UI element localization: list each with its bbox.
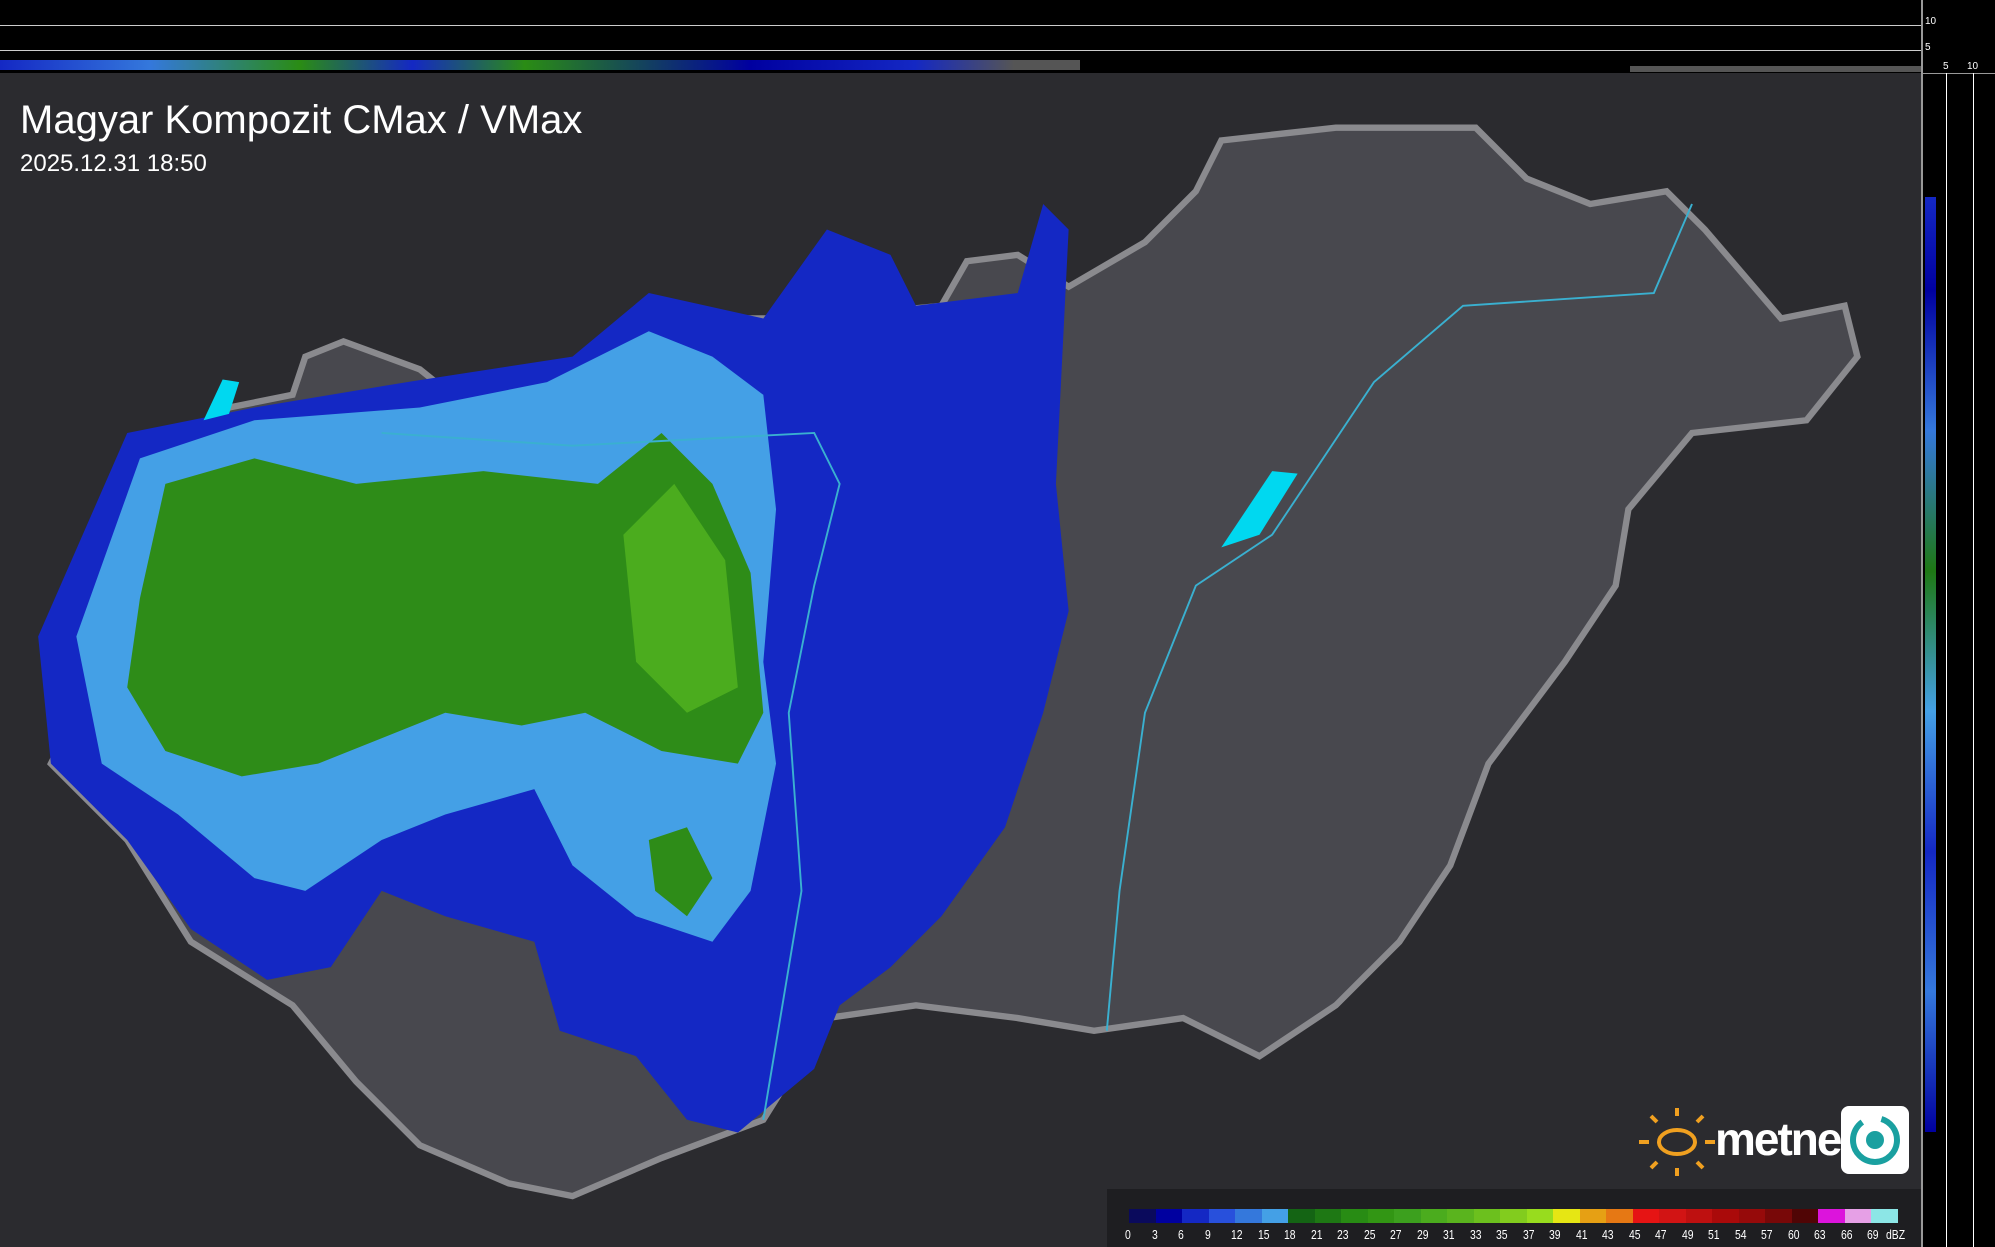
legend-swatch (1765, 1209, 1792, 1223)
legend-swatch (1659, 1209, 1686, 1223)
legend-label: 15 (1257, 1227, 1270, 1242)
legend-label: 49 (1681, 1227, 1694, 1242)
legend-swatch (1314, 1209, 1342, 1223)
metnet-logo: metnet (1635, 1104, 1910, 1178)
legend-label: 33 (1469, 1227, 1482, 1242)
legend-swatch (1208, 1209, 1236, 1223)
legend-label: 12 (1231, 1227, 1243, 1242)
river-tisza (1105, 203, 1693, 1031)
map-title: Magyar Kompozit CMax / VMax (20, 98, 583, 142)
legend-label: 31 (1443, 1227, 1455, 1242)
legend-swatch (1844, 1209, 1872, 1223)
legend-swatch (1606, 1209, 1633, 1223)
right-axis-tick: 10 (1967, 61, 1979, 72)
legend-label: 18 (1284, 1227, 1296, 1242)
logo-text: metnet (1715, 1113, 1856, 1165)
legend-label: 35 (1496, 1227, 1508, 1242)
legend-label: 27 (1390, 1227, 1402, 1242)
legend-label: 51 (1708, 1227, 1720, 1242)
legend-label: 25 (1363, 1227, 1376, 1242)
legend-unit: dBZ (1885, 1227, 1905, 1242)
legend-swatch (1420, 1209, 1448, 1223)
legend-swatch (1526, 1209, 1554, 1223)
legend-label: 3 (1151, 1227, 1158, 1242)
legend-swatch (1871, 1209, 1898, 1223)
legend-swatch (1553, 1209, 1580, 1223)
legend-swatch (1341, 1209, 1368, 1223)
legend-swatch (1129, 1209, 1156, 1223)
legend-label: 29 (1416, 1227, 1429, 1242)
rain-heavy (127, 432, 764, 777)
right-axis-tick: 5 (1943, 61, 1949, 72)
lake-neusiedl (203, 379, 240, 421)
legend-swatch (1500, 1209, 1527, 1223)
legend-label: 37 (1522, 1227, 1535, 1242)
legend-swatch (1182, 1209, 1209, 1223)
legend-label: 45 (1628, 1227, 1641, 1242)
top-axis-tick: 10 (1925, 16, 1937, 27)
legend-swatch (1447, 1209, 1474, 1223)
legend-swatch (1579, 1209, 1607, 1223)
legend-swatch (1261, 1209, 1289, 1223)
legend-label: 60 (1787, 1227, 1800, 1242)
top-cross-section-strip (0, 0, 1921, 73)
legend-label: 57 (1761, 1227, 1773, 1242)
legend-label: 47 (1655, 1227, 1667, 1242)
right-cross-section-strip (1921, 0, 1995, 1247)
legend-label: 66 (1840, 1227, 1853, 1242)
legend-swatch (1712, 1209, 1739, 1223)
map-timestamp: 2025.12.31 18:50 (20, 150, 207, 177)
legend-label: 23 (1337, 1227, 1349, 1242)
legend-swatch (1685, 1209, 1713, 1223)
legend-label: 41 (1575, 1227, 1588, 1242)
legend-swatch (1473, 1209, 1501, 1223)
legend-swatch (1288, 1209, 1315, 1223)
legend-swatch (1367, 1209, 1395, 1223)
sun-icon (1639, 1108, 1715, 1176)
legend-label: 9 (1204, 1227, 1211, 1242)
legend-swatch (1791, 1209, 1819, 1223)
legend-swatch (1818, 1209, 1845, 1223)
legend-swatch (1632, 1209, 1660, 1223)
legend-label: 21 (1310, 1227, 1323, 1242)
legend-label: 39 (1549, 1227, 1561, 1242)
dbz-color-legend: 0 3 6 9 12 15 18 21 23 25 27 29 31 33 35 37 39 41 43 45 47 49… (1107, 1189, 1921, 1247)
legend-label: 0 (1125, 1227, 1131, 1242)
legend-label: 43 (1602, 1227, 1614, 1242)
legend-label: 6 (1178, 1227, 1184, 1242)
legend-swatch (1394, 1209, 1421, 1223)
lake-tisza (1221, 471, 1298, 548)
top-axis-tick: 5 (1925, 42, 1931, 53)
legend-label: 63 (1814, 1227, 1826, 1242)
swirl-icon (1841, 1106, 1909, 1174)
legend-label: 69 (1867, 1227, 1879, 1242)
legend-swatch (1235, 1209, 1262, 1223)
legend-swatch (1738, 1209, 1766, 1223)
legend-swatch (1155, 1209, 1183, 1223)
river-danube (381, 431, 841, 1120)
legend-label: 54 (1734, 1227, 1747, 1242)
radar-map[interactable] (0, 73, 1921, 1247)
